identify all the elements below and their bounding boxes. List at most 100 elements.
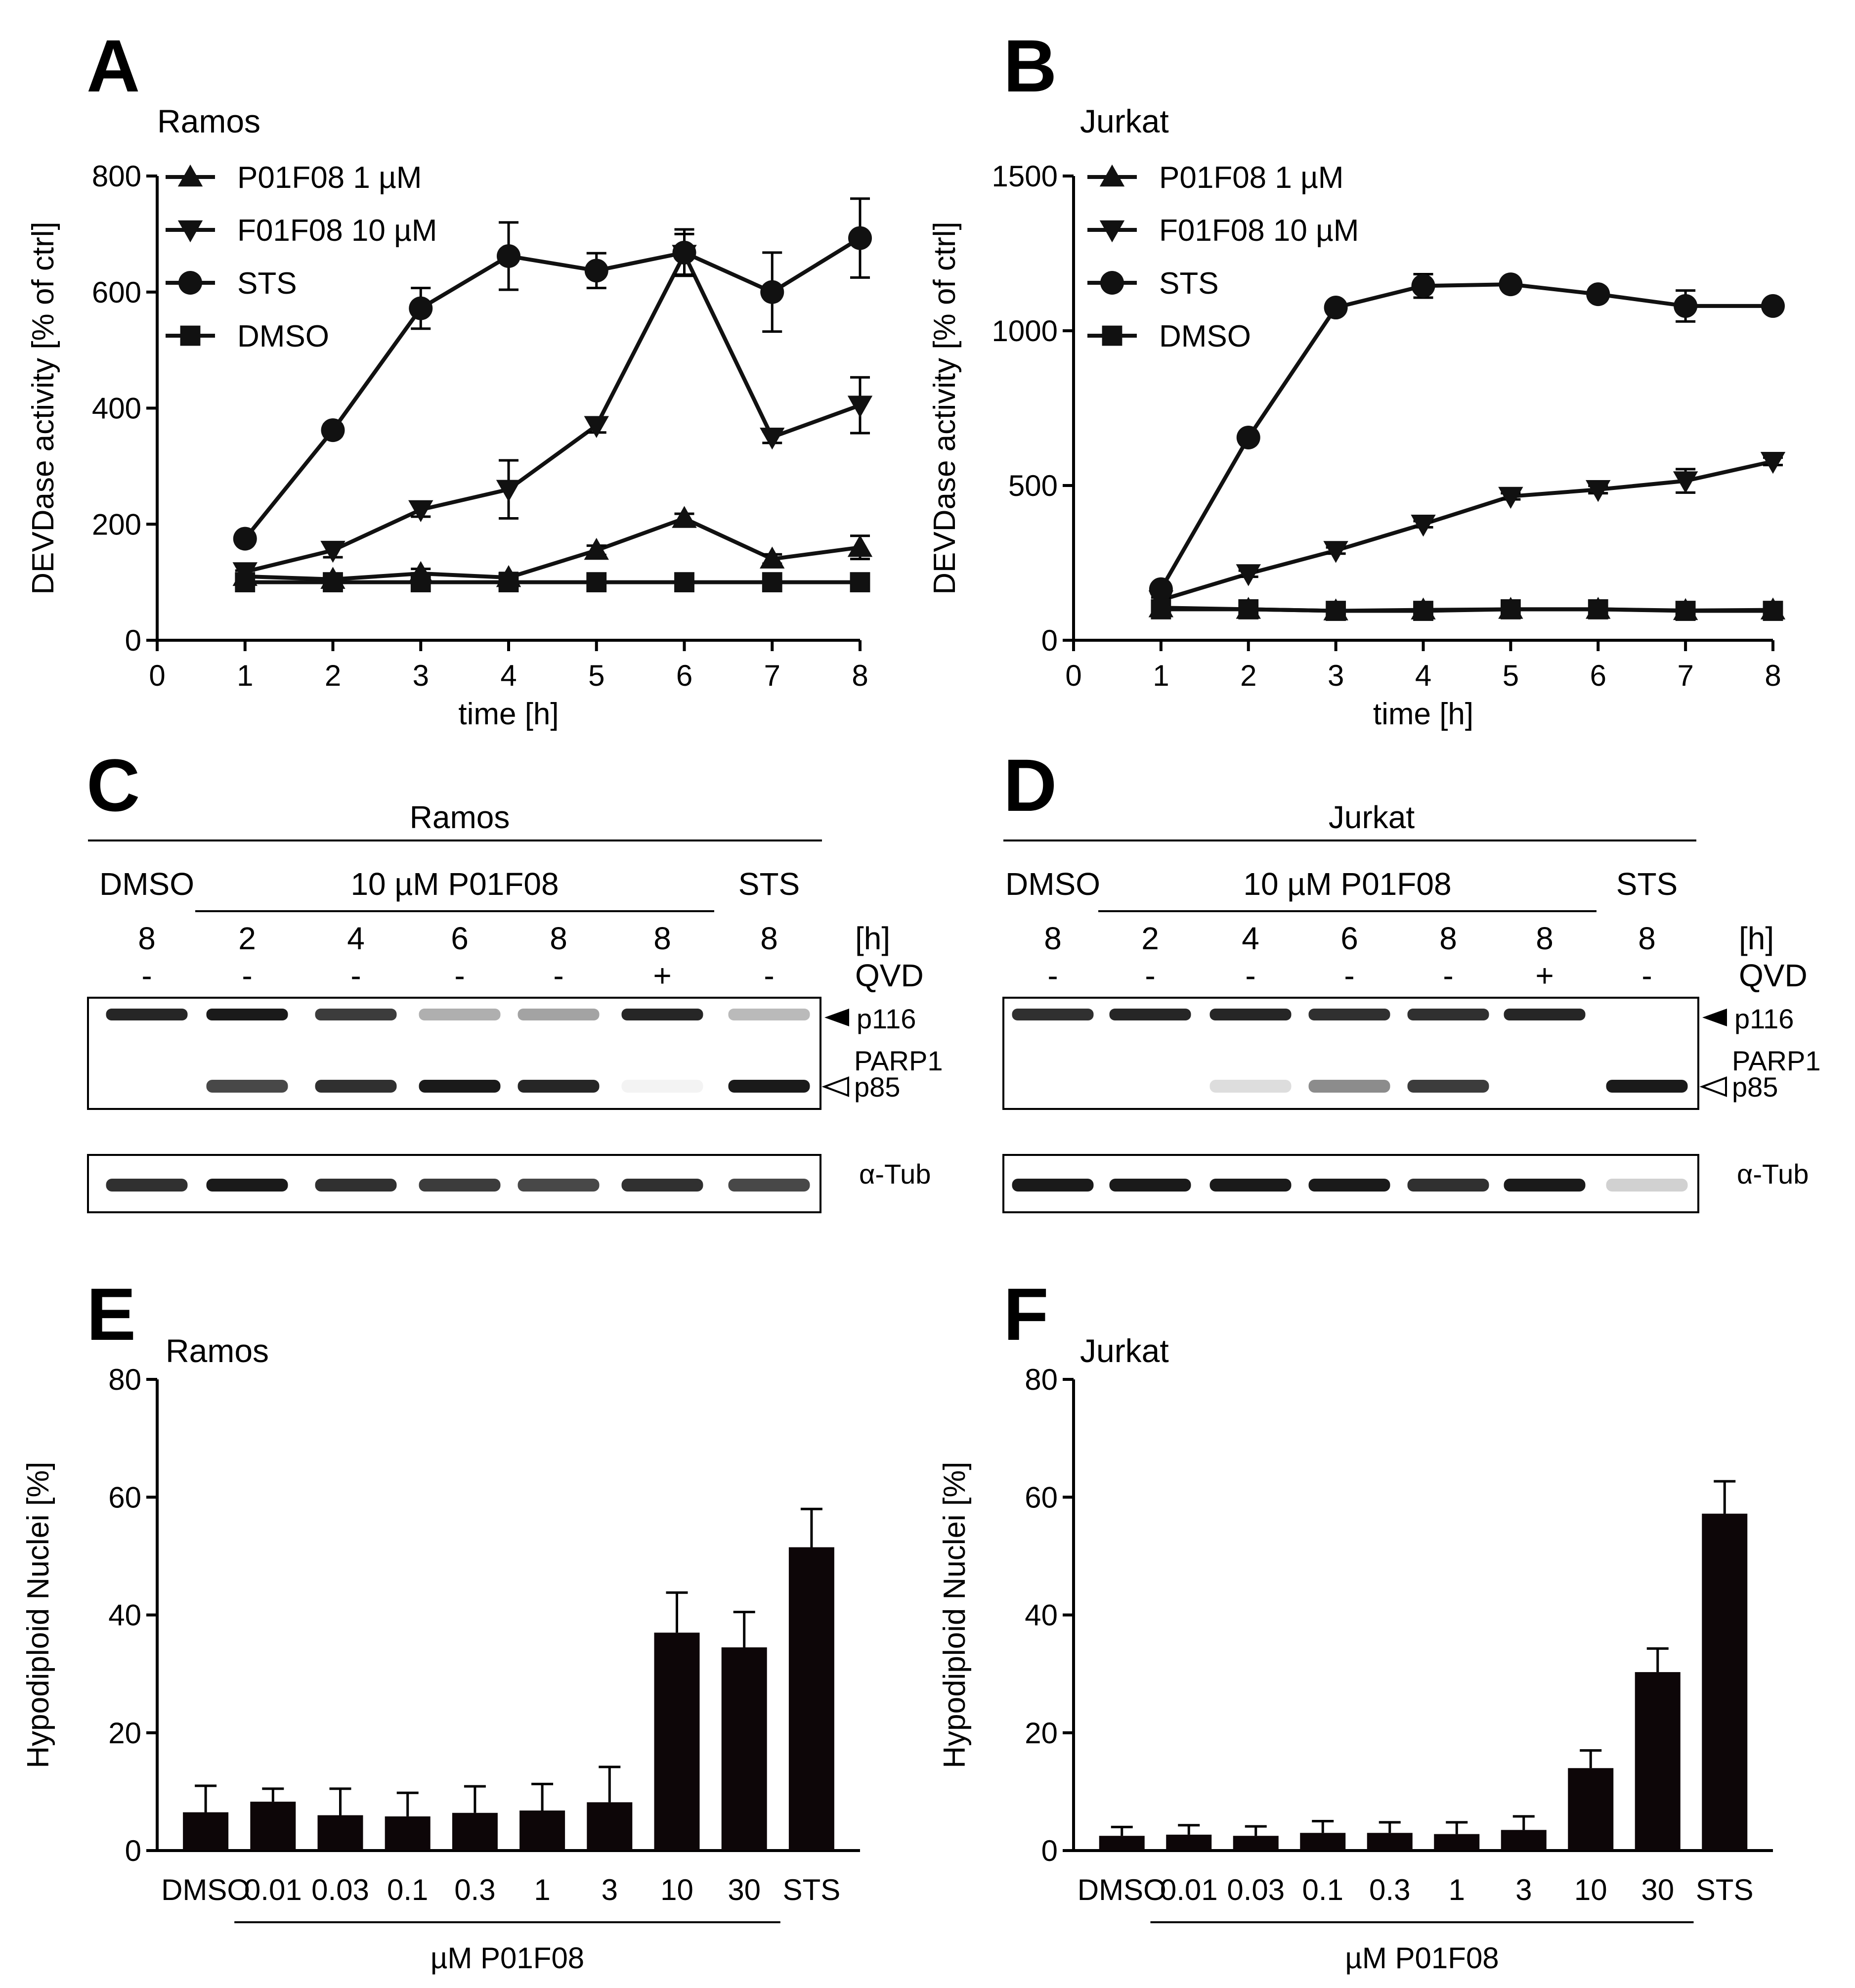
c-blot-title: Ramos [410,799,510,835]
d-p116-arrowhead [1702,1009,1727,1026]
b-data-point [1411,274,1435,298]
b-ytick-label: 500 [1008,469,1058,502]
a-data-point [498,572,519,593]
d-band-p116 [1012,1009,1094,1020]
b-series-1 [1148,451,1786,613]
d-lane-qvd: + [1535,958,1553,993]
f-bar [1501,1830,1547,1851]
b-legend-marker [1100,271,1124,295]
a-ytick-label: 0 [125,624,141,657]
f-category-label: 0.01 [1160,1873,1218,1906]
a-legend-marker [180,325,201,346]
c-dmso-label: DMSO [99,866,194,902]
b-data-point [1674,294,1698,318]
c-band-p85 [518,1080,600,1093]
f-category-label: 10 [1574,1873,1607,1906]
b-data-point [1499,272,1523,297]
c-lane-time: 4 [347,921,365,956]
b-data-point [1673,471,1698,493]
c-lane-time: 8 [760,921,778,956]
panel-letter-c: C [86,744,140,827]
c-lane-qvd: - [350,958,361,993]
a-x-axis-label: time [h] [458,697,559,731]
c-lane-qvd: + [653,958,671,993]
b-legend-label: DMSO [1159,319,1251,353]
a-data-point [847,396,873,418]
b-series-line [1159,282,1773,590]
e-bar [250,1802,296,1851]
c-band-p116 [419,1009,501,1020]
c-band-p116 [621,1009,703,1020]
d-sts-label: STS [1616,866,1678,902]
c-lane-time: 6 [451,921,469,956]
a-data-point [850,572,870,593]
d-band-p85 [1308,1080,1390,1093]
b-xtick-label: 1 [1153,659,1169,692]
panel-letter-b: B [1003,24,1057,107]
panel-title-e: Ramos [166,1332,269,1369]
c-p85-label: p85 [854,1071,900,1103]
c-parp1-label: PARP1 [854,1045,943,1076]
e-bar [183,1812,229,1851]
d-parp1-label: PARP1 [1732,1045,1820,1076]
f-category-label: DMSO [1078,1873,1166,1906]
c-p85-arrowhead [821,1076,849,1097]
b-data-point [1413,601,1433,621]
b-xtick-label: 6 [1590,659,1606,692]
a-series-line [243,236,862,540]
a-xtick-label: 0 [149,659,165,692]
a-data-point [586,572,607,593]
a-legend-label: DMSO [237,319,329,353]
e-category-label: STS [783,1873,841,1906]
d-band-p85 [1407,1080,1489,1093]
d-lane-qvd: - [1344,958,1354,993]
c-band-p116 [728,1009,810,1020]
c-lane-qvd: - [764,958,774,993]
a-data-point [674,572,694,593]
a-data-point [320,540,345,563]
f-bar [1635,1672,1681,1851]
d-lane-time: 4 [1242,921,1259,956]
d-qvd-label: QVD [1739,958,1808,993]
f-category-label: 0.1 [1302,1873,1343,1906]
f-group-label: µM P01F08 [1345,1942,1499,1975]
chart-a-ramos-devdase: 0 200 400 600 800 0 1 2 3 4 5 6 7 8 time [h] DEVDase ac… [26,160,873,731]
b-xtick-label: 0 [1065,659,1081,692]
d-tubulin-label: α-Tub [1737,1158,1809,1190]
b-data-point [1498,486,1523,509]
d-band-tubulin [1308,1179,1390,1192]
b-legend-marker [1102,325,1122,346]
b-data-point [1586,282,1610,307]
f-ytick-label: 40 [1025,1599,1058,1632]
c-lane-time: 8 [653,921,671,956]
f-category-label: 0.03 [1227,1873,1285,1906]
e-category-label: 1 [534,1873,550,1906]
panel-letter-f: F [1003,1273,1049,1356]
d-band-p116 [1308,1009,1390,1020]
b-ytick-label: 1500 [992,160,1058,193]
a-data-point [584,259,608,283]
c-lane-time: 2 [238,921,256,956]
f-y-axis-label: Hypodiploid Nuclei [%] [938,1461,972,1768]
e-group-label: µM P01F08 [431,1942,584,1975]
f-bar [1099,1836,1145,1851]
c-band-tubulin [106,1179,188,1192]
f-ytick-label: 0 [1041,1834,1058,1867]
panel-title-f: Jurkat [1080,1332,1169,1369]
a-series-line [245,516,861,581]
c-band-p85 [728,1080,810,1093]
a-legend-label: F01F08 10 µM [237,214,437,248]
a-data-point [762,572,782,593]
a-ytick-label: 400 [92,392,141,425]
a-data-point [409,296,433,320]
b-series-line [1160,459,1773,602]
d-lane-time: 2 [1141,921,1159,956]
a-data-point [496,480,521,502]
b-data-point [1500,599,1521,619]
f-bar [1434,1834,1480,1851]
c-band-p85 [621,1080,703,1093]
d-dmso-label: DMSO [1005,866,1100,902]
